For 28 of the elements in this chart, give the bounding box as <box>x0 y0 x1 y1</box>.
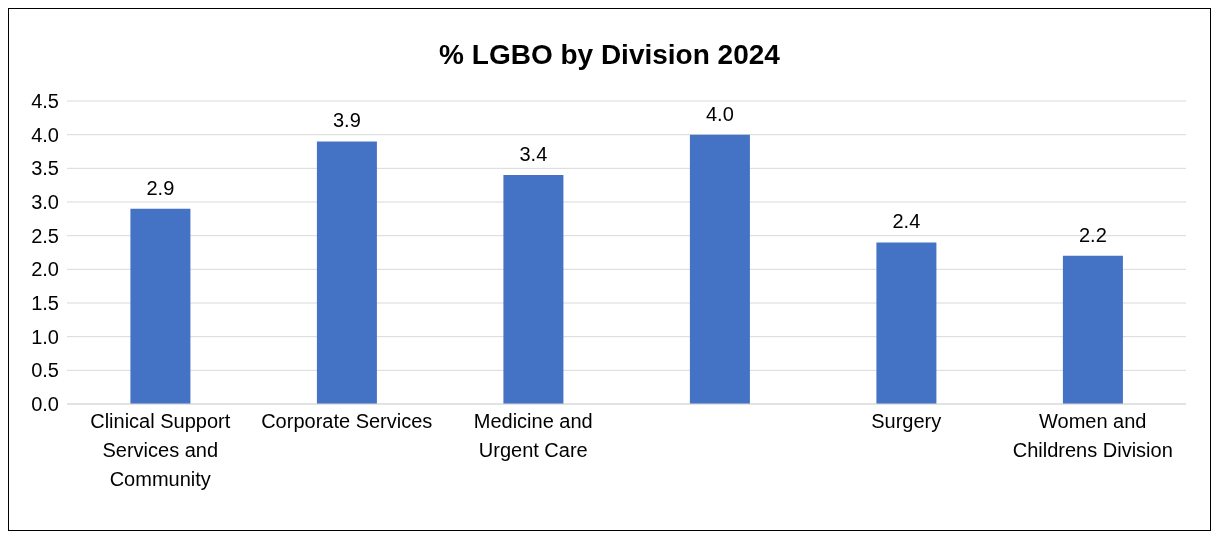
y-tick-label: 1.0 <box>31 325 59 348</box>
y-tick-label: 3.0 <box>31 191 59 214</box>
y-tick-label: 2.0 <box>31 258 59 281</box>
y-tick-label: 4.5 <box>31 90 59 113</box>
bar <box>1062 255 1123 404</box>
data-label: 3.9 <box>333 109 361 132</box>
bar <box>689 134 750 404</box>
y-tick-label: 3.5 <box>31 157 59 180</box>
y-tick-label: 4.0 <box>31 123 59 146</box>
x-tick-label: Surgery <box>871 410 942 432</box>
bar <box>503 175 564 404</box>
bar <box>316 141 377 404</box>
x-tick-label: Medicine and Urgent Care <box>473 410 593 461</box>
data-label: 2.4 <box>892 210 921 233</box>
data-label: 3.4 <box>519 143 548 166</box>
data-label: 2.2 <box>1079 223 1107 246</box>
data-label: 2.9 <box>146 176 175 199</box>
x-tick-label: Corporate Services <box>261 410 433 432</box>
y-tick-label: 0.0 <box>31 393 59 416</box>
x-tick-label: Women and Childrens Division <box>1012 410 1173 461</box>
y-tick-label: 2.5 <box>31 224 59 247</box>
bar <box>876 242 937 404</box>
data-label: 4.0 <box>706 102 734 125</box>
chart-title: % LGBO by Division 2024 <box>438 38 781 70</box>
y-tick-label: 0.5 <box>31 359 59 382</box>
bar <box>130 208 191 404</box>
y-tick-label: 1.5 <box>31 292 59 315</box>
x-tick-label: Clinical Support Services and Community <box>90 410 231 490</box>
